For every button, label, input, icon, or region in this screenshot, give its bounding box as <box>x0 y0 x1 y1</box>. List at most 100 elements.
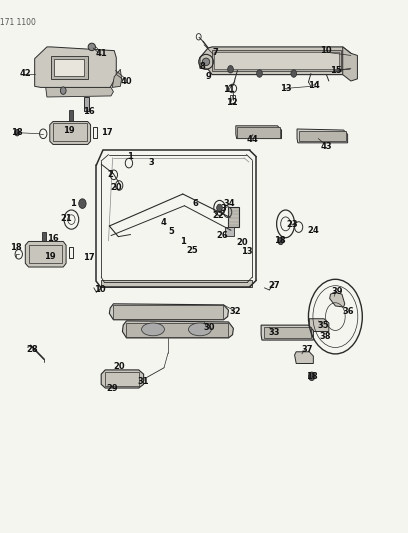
Text: 22: 22 <box>213 212 224 220</box>
Polygon shape <box>112 69 122 87</box>
Text: 11: 11 <box>223 85 234 94</box>
Text: 28: 28 <box>26 345 38 354</box>
Bar <box>69 247 73 258</box>
Polygon shape <box>35 47 116 87</box>
Text: 8: 8 <box>200 62 205 70</box>
Text: 10: 10 <box>94 286 105 294</box>
Text: 18: 18 <box>10 243 21 252</box>
Text: 9: 9 <box>206 72 212 81</box>
Text: 13: 13 <box>242 247 253 256</box>
Polygon shape <box>309 319 329 332</box>
Text: 1: 1 <box>70 199 75 208</box>
Ellipse shape <box>79 199 86 208</box>
Text: 24: 24 <box>308 226 319 235</box>
Text: 1: 1 <box>180 238 186 246</box>
Bar <box>51 56 88 79</box>
Bar <box>214 52 339 69</box>
Ellipse shape <box>257 70 262 77</box>
Ellipse shape <box>60 87 66 94</box>
Text: 5171 1100: 5171 1100 <box>0 18 36 27</box>
Ellipse shape <box>202 58 210 66</box>
Bar <box>230 95 235 103</box>
Polygon shape <box>295 352 313 364</box>
Text: 20: 20 <box>237 238 248 247</box>
Text: 16: 16 <box>47 235 59 243</box>
Ellipse shape <box>278 237 284 245</box>
Text: 3: 3 <box>221 205 226 213</box>
Ellipse shape <box>217 204 222 212</box>
Bar <box>29 245 62 263</box>
Text: 31: 31 <box>138 377 149 386</box>
Polygon shape <box>236 126 282 139</box>
Text: 12: 12 <box>226 98 237 107</box>
Text: 2: 2 <box>107 171 113 179</box>
Polygon shape <box>297 129 348 143</box>
Text: 18: 18 <box>306 373 317 381</box>
Polygon shape <box>46 87 113 97</box>
Bar <box>113 305 223 319</box>
Text: 16: 16 <box>83 108 95 116</box>
Text: 6: 6 <box>192 199 198 208</box>
Text: 14: 14 <box>308 81 320 90</box>
Polygon shape <box>261 325 313 340</box>
Bar <box>228 207 239 227</box>
Text: 19: 19 <box>44 253 55 261</box>
Text: 29: 29 <box>107 384 118 392</box>
Bar <box>101 280 252 287</box>
Text: 35: 35 <box>317 321 329 329</box>
Ellipse shape <box>88 43 95 51</box>
Bar <box>126 323 228 337</box>
Text: 3: 3 <box>148 158 154 166</box>
Text: 18: 18 <box>11 128 23 136</box>
Text: 19: 19 <box>63 126 74 134</box>
Polygon shape <box>50 122 91 144</box>
Bar <box>53 123 87 141</box>
Text: 20: 20 <box>110 183 122 192</box>
Text: 42: 42 <box>20 69 31 78</box>
Text: 23: 23 <box>286 221 298 229</box>
Text: 15: 15 <box>330 66 342 75</box>
Ellipse shape <box>142 323 164 336</box>
Text: 36: 36 <box>343 307 354 316</box>
Text: 1: 1 <box>127 152 133 161</box>
Bar <box>264 327 311 338</box>
Text: 32: 32 <box>229 307 241 316</box>
Text: 30: 30 <box>203 324 215 332</box>
Bar <box>105 372 139 386</box>
Polygon shape <box>25 241 66 267</box>
Bar <box>54 59 84 76</box>
Text: 13: 13 <box>280 84 291 93</box>
Bar <box>84 97 89 111</box>
Text: 33: 33 <box>268 328 280 337</box>
Text: 4: 4 <box>160 219 166 227</box>
Text: 7: 7 <box>213 48 218 56</box>
Text: 41: 41 <box>95 49 107 58</box>
Text: 20: 20 <box>113 362 125 371</box>
Text: 43: 43 <box>321 142 332 150</box>
Text: 25: 25 <box>186 246 197 255</box>
Polygon shape <box>101 370 144 388</box>
Bar <box>225 227 234 236</box>
Ellipse shape <box>228 66 233 73</box>
Ellipse shape <box>188 323 211 336</box>
Polygon shape <box>343 47 357 81</box>
Text: 17: 17 <box>83 254 95 262</box>
Polygon shape <box>122 321 233 338</box>
Polygon shape <box>109 304 228 320</box>
Bar <box>237 127 280 138</box>
Polygon shape <box>330 292 345 307</box>
Text: 34: 34 <box>224 199 235 207</box>
Text: 5: 5 <box>169 227 174 236</box>
Text: 21: 21 <box>60 214 72 223</box>
Bar <box>42 232 46 241</box>
Text: 26: 26 <box>216 231 228 240</box>
Text: 37: 37 <box>301 345 313 354</box>
Text: 39: 39 <box>331 287 343 295</box>
Polygon shape <box>200 47 351 75</box>
Ellipse shape <box>308 372 315 381</box>
Text: 10: 10 <box>320 46 331 54</box>
Text: 17: 17 <box>101 128 113 136</box>
Text: 27: 27 <box>268 281 280 290</box>
Text: 18: 18 <box>274 237 286 245</box>
Text: 44: 44 <box>246 135 258 144</box>
